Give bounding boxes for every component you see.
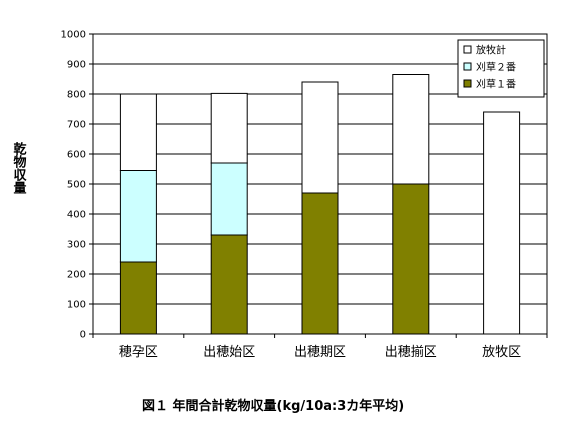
x-category-label: 穂孕区 — [119, 345, 158, 360]
x-category-label: 放牧区 — [482, 345, 521, 360]
legend-box — [457, 39, 545, 98]
y-tick-label: 300 — [67, 240, 86, 251]
bar-segment — [301, 81, 339, 194]
bar-segment — [119, 93, 157, 171]
bar-segment — [301, 192, 339, 335]
bar-segment — [392, 183, 430, 335]
y-tick-label: 100 — [67, 300, 86, 311]
y-tick-label: 600 — [67, 150, 86, 161]
legend-label: 刈草１番 — [476, 78, 516, 91]
bar-segment — [210, 234, 248, 335]
y-tick-label: 0 — [80, 330, 86, 341]
y-tick-label: 1000 — [61, 30, 86, 41]
chart-caption: 図１ 年間合計乾物収量(kg/10a:3カ年平均) — [142, 398, 404, 414]
y-tick-label: 800 — [67, 90, 86, 101]
y-axis-label: 乾物収量 — [11, 141, 27, 195]
bar-segment — [210, 92, 248, 164]
legend-swatch — [463, 62, 472, 71]
bar-segment — [483, 111, 521, 335]
x-axis-categories: 穂孕区 出穂始区 出穂期区 出穂揃区 放牧区 — [92, 334, 548, 360]
legend-label: 刈草２番 — [476, 61, 516, 74]
y-tick-label: 200 — [67, 270, 86, 281]
y-tick-label: 500 — [67, 180, 86, 191]
x-category-label: 出穂揃区 — [385, 344, 437, 360]
x-category-label: 出穂期区 — [294, 345, 346, 360]
bars — [119, 74, 521, 335]
bar-segment — [392, 74, 430, 185]
bar-segment — [210, 162, 248, 236]
legend-swatch — [463, 45, 472, 54]
bar-segment — [119, 261, 157, 335]
y-tick-label: 400 — [67, 210, 86, 221]
y-tick-label: 900 — [67, 60, 86, 71]
legend-label: 放牧計 — [476, 44, 506, 57]
legend-swatch — [463, 79, 472, 88]
y-tick-label: 700 — [67, 120, 86, 131]
x-category-label: 出穂始区 — [203, 345, 255, 360]
y-axis-ticks: 0 100 200 300 400 500 600 700 800 900 1000 — [61, 30, 93, 341]
bar-segment — [119, 170, 157, 263]
